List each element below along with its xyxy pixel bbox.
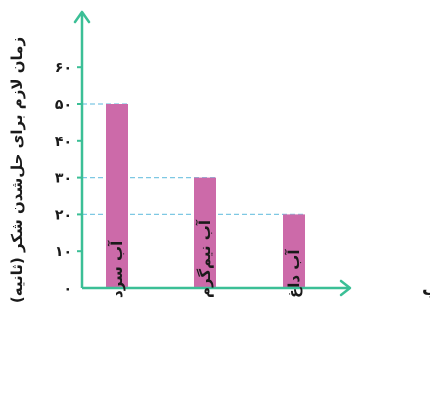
x-tick-label: آب سرد — [108, 240, 126, 298]
bar — [194, 177, 216, 288]
y-tick-label: ۶۰ — [55, 60, 72, 76]
y-axis-title: زمان لازم برای حل‌شدن شکر (ثانیه) — [8, 37, 26, 303]
y-tick-label: ۵۰ — [55, 97, 72, 113]
bar — [106, 104, 128, 288]
y-tick-label: ۲۰ — [55, 207, 72, 223]
guide-lines — [82, 103, 305, 215]
y-tick-label: ۰ — [63, 281, 72, 297]
y-tick-label: ۱۰ — [55, 244, 72, 260]
x-tick-label: آب داغ — [285, 249, 303, 298]
x-tick-label: آب نیم‌گرم — [196, 219, 214, 298]
y-axis-arrow-icon — [73, 10, 91, 24]
x-tick-labels: آب سرد آب نیم‌گرم آب داغ — [108, 219, 303, 298]
x-axis-arrow-icon — [339, 279, 352, 297]
y-tick-labels: ۰ ۱۰ ۲۰ ۳۰ ۴۰ ۵۰ ۶۰ — [55, 60, 82, 297]
y-tick-label: ۴۰ — [55, 134, 72, 150]
axes — [73, 10, 352, 297]
x-axis-title: نوع آب — [422, 278, 430, 300]
bars — [106, 104, 305, 288]
bar — [283, 214, 305, 288]
y-tick-label: ۳۰ — [55, 171, 72, 187]
